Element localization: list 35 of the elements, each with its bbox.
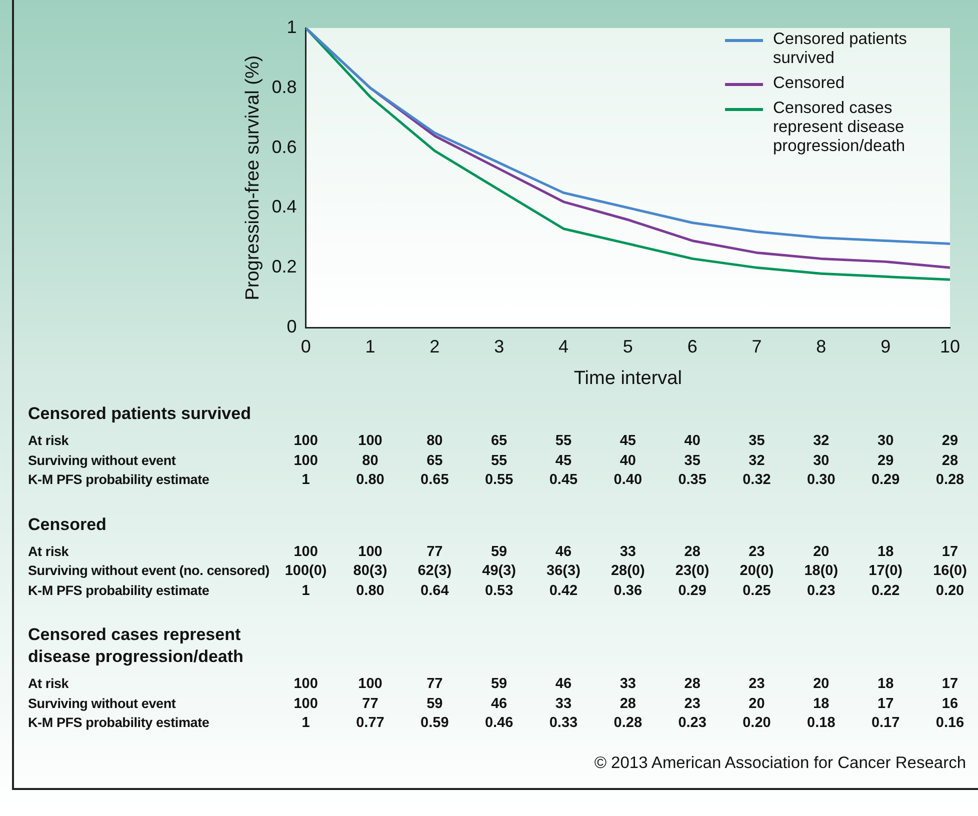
y-tick-label: 0.6 bbox=[272, 136, 297, 157]
x-tick-label: 5 bbox=[622, 336, 633, 356]
x-tick-label: 0 bbox=[300, 336, 311, 356]
legend-label: Censored patients survived bbox=[773, 30, 908, 68]
text: At risk 100 100 77 59 46 33 28 23 20 18 17 bbox=[28, 544, 958, 560]
text: K-M PFS probability estimate 1 0.80 0.64 0.53 0.42 0.36 0.29 0.25 0.23 0.22 0.20 bbox=[28, 582, 964, 598]
text: © 2013 American Association for Cancer Research bbox=[594, 754, 966, 773]
x-tick-label: 3 bbox=[494, 336, 504, 356]
x-tick-label: 10 bbox=[940, 336, 960, 356]
text: Censored bbox=[28, 514, 106, 534]
x-axis-title: Time interval bbox=[574, 368, 682, 389]
x-tick-label: 9 bbox=[880, 336, 891, 356]
text: At risk 100 100 77 59 46 33 28 23 20 18 17 bbox=[28, 676, 958, 692]
y-tick-label: 1 bbox=[286, 16, 297, 37]
text: Surviving without event 100 80 65 55 45 40 35 32 30 29 28 bbox=[28, 452, 958, 468]
text: Surviving without event (no. censored) 100(0) 80(3) 62(3) 49(3) 36(3) 28(0) 23(0) 20(0) 18(0) 17(0) 16(0) bbox=[28, 563, 967, 579]
x-tick-label: 6 bbox=[687, 336, 698, 356]
x-tick-label: 1 bbox=[365, 336, 376, 356]
x-tick-label: 7 bbox=[752, 336, 762, 356]
x-tick-label: 4 bbox=[558, 336, 568, 356]
legend-label: Censored cases represent disease progression/death bbox=[773, 99, 906, 156]
text: Censored cases represent disease progression/death bbox=[28, 625, 244, 666]
x-tick-label: 8 bbox=[816, 336, 826, 356]
y-tick-label: 0.4 bbox=[272, 196, 297, 217]
text: Surviving without event 100 77 59 46 33 28 23 20 18 17 16 bbox=[28, 696, 958, 712]
x-tick-label: 2 bbox=[430, 336, 440, 356]
y-tick-label: 0.8 bbox=[272, 76, 297, 97]
text: At risk 100 100 80 65 55 45 40 35 32 30 29 bbox=[28, 433, 958, 449]
text: K-M PFS probability estimate 1 0.77 0.59 0.46 0.33 0.28 0.23 0.20 0.18 0.17 0.16 bbox=[28, 715, 964, 731]
legend-label: Censored bbox=[773, 74, 845, 93]
y-tick-label: 0.2 bbox=[272, 256, 297, 277]
text: K-M PFS probability estimate 1 0.80 0.65 0.55 0.45 0.40 0.35 0.32 0.30 0.29 0.28 bbox=[28, 472, 964, 488]
y-axis-title: Progression-free survival (%) bbox=[242, 55, 264, 300]
y-tick-label: 0 bbox=[286, 316, 297, 337]
text: Censored patients survived bbox=[28, 404, 251, 423]
